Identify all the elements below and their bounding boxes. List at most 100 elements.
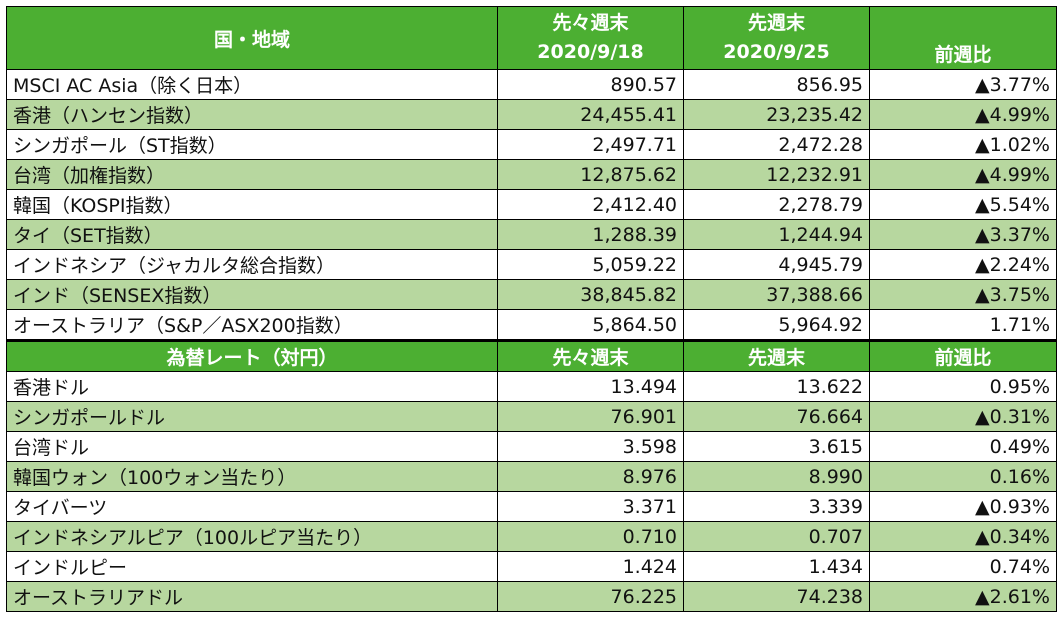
value-prev1: 0.707	[683, 521, 870, 552]
value-prev1: 1,244.94	[683, 219, 870, 250]
value-prev1: 76.664	[683, 401, 870, 432]
value-change: ▲5.54%	[869, 189, 1057, 220]
row-name: インドネシア（ジャカルタ総合指数）	[6, 249, 498, 280]
value-prev2: 2,412.40	[497, 189, 684, 220]
value-change: ▲0.34%	[869, 521, 1057, 552]
index-row: 台湾（加権指数） 12,875.62 12,232.91 ▲4.99%	[6, 159, 1057, 190]
header-change: 前週比	[869, 6, 1057, 70]
fx-row: 香港ドル 13.494 13.622 0.95%	[6, 371, 1057, 402]
value-prev1: 8.990	[683, 461, 870, 492]
index-row: MSCI AC Asia（除く日本） 890.57 856.95 ▲3.77%	[6, 69, 1057, 100]
row-name: インドネシアルピア（100ルピア当たり）	[6, 521, 498, 552]
value-change: 0.16%	[869, 461, 1057, 492]
row-name: MSCI AC Asia（除く日本）	[6, 69, 498, 100]
header-prev1: 先週末 2020/9/25	[683, 6, 870, 70]
value-prev1: 37,388.66	[683, 279, 870, 310]
value-change: ▲1.02%	[869, 129, 1057, 160]
fx-header-prev2: 先々週末	[497, 339, 684, 372]
value-prev2: 76.901	[497, 401, 684, 432]
value-prev1: 4,945.79	[683, 249, 870, 280]
value-prev2: 0.710	[497, 521, 684, 552]
value-prev1: 74.238	[683, 581, 870, 612]
value-change: ▲4.99%	[869, 159, 1057, 190]
index-row: タイ（SET指数） 1,288.39 1,244.94 ▲3.37%	[6, 219, 1057, 250]
value-prev2: 13.494	[497, 371, 684, 402]
value-change: ▲3.37%	[869, 219, 1057, 250]
row-name: シンガポールドル	[6, 401, 498, 432]
value-prev2: 1.424	[497, 551, 684, 582]
market-table-body: 国・地域 先々週末 2020/9/18 先週末 2020/9/25 前週比 MS…	[6, 6, 1057, 612]
header-region: 国・地域	[6, 6, 498, 70]
fx-header-row: 為替レート（対円） 先々週末 先週末 前週比	[6, 339, 1057, 372]
value-prev1: 3.615	[683, 431, 870, 462]
fx-row: 韓国ウォン（100ウォン当たり） 8.976 8.990 0.16%	[6, 461, 1057, 492]
value-change: ▲2.24%	[869, 249, 1057, 280]
row-name: 台湾（加権指数）	[6, 159, 498, 190]
value-change: ▲3.77%	[869, 69, 1057, 100]
row-name: シンガポール（ST指数）	[6, 129, 498, 160]
value-prev1: 2,472.28	[683, 129, 870, 160]
index-row: インド（SENSEX指数） 38,845.82 37,388.66 ▲3.75%	[6, 279, 1057, 310]
row-name: 台湾ドル	[6, 431, 498, 462]
value-change: 0.49%	[869, 431, 1057, 462]
fx-row: インドネシアルピア（100ルピア当たり） 0.710 0.707 ▲0.34%	[6, 521, 1057, 552]
value-change: ▲0.31%	[869, 401, 1057, 432]
value-prev1: 3.339	[683, 491, 870, 522]
index-header-row: 国・地域 先々週末 2020/9/18 先週末 2020/9/25 前週比	[6, 6, 1057, 70]
value-prev2: 38,845.82	[497, 279, 684, 310]
header-prev1-date: 2020/9/25	[723, 41, 830, 63]
value-prev1: 13.622	[683, 371, 870, 402]
fx-header-prev1: 先週末	[683, 339, 870, 372]
row-name: タイ（SET指数）	[6, 219, 498, 250]
value-change: 1.71%	[869, 309, 1057, 341]
header-prev1-label: 先週末	[747, 12, 805, 34]
value-prev1: 1.434	[683, 551, 870, 582]
fx-header-change: 前週比	[869, 339, 1057, 372]
fx-row: タイバーツ 3.371 3.339 ▲0.93%	[6, 491, 1057, 522]
value-prev1: 5,964.92	[683, 309, 870, 341]
header-prev2-date: 2020/9/18	[537, 41, 644, 63]
value-change: 0.95%	[869, 371, 1057, 402]
fx-header-region: 為替レート（対円）	[6, 339, 498, 372]
value-change: ▲2.61%	[869, 581, 1057, 612]
value-change: 0.74%	[869, 551, 1057, 582]
value-prev2: 1,288.39	[497, 219, 684, 250]
row-name: タイバーツ	[6, 491, 498, 522]
value-prev1: 856.95	[683, 69, 870, 100]
value-change: ▲0.93%	[869, 491, 1057, 522]
fx-row: 台湾ドル 3.598 3.615 0.49%	[6, 431, 1057, 462]
value-prev2: 76.225	[497, 581, 684, 612]
row-name: オーストラリア（S&P／ASX200指数）	[6, 309, 498, 341]
header-prev2-label: 先々週末	[552, 12, 629, 34]
row-name: インド（SENSEX指数）	[6, 279, 498, 310]
value-change: ▲3.75%	[869, 279, 1057, 310]
value-prev1: 23,235.42	[683, 99, 870, 130]
value-prev2: 890.57	[497, 69, 684, 100]
market-table: 国・地域 先々週末 2020/9/18 先週末 2020/9/25 前週比 MS…	[6, 6, 1057, 612]
value-prev2: 3.598	[497, 431, 684, 462]
value-prev2: 8.976	[497, 461, 684, 492]
index-row: 韓国（KOSPI指数） 2,412.40 2,278.79 ▲5.54%	[6, 189, 1057, 220]
row-name: 韓国ウォン（100ウォン当たり）	[6, 461, 498, 492]
fx-row: シンガポールドル 76.901 76.664 ▲0.31%	[6, 401, 1057, 432]
row-name: 香港（ハンセン指数）	[6, 99, 498, 130]
value-prev2: 5,059.22	[497, 249, 684, 280]
value-prev2: 24,455.41	[497, 99, 684, 130]
row-name: 韓国（KOSPI指数）	[6, 189, 498, 220]
index-row: オーストラリア（S&P／ASX200指数） 5,864.50 5,964.92 1.7…	[6, 309, 1057, 341]
value-prev2: 2,497.71	[497, 129, 684, 160]
value-prev2: 12,875.62	[497, 159, 684, 190]
row-name: オーストラリアドル	[6, 581, 498, 612]
value-prev1: 2,278.79	[683, 189, 870, 220]
index-row: シンガポール（ST指数） 2,497.71 2,472.28 ▲1.02%	[6, 129, 1057, 160]
row-name: インドルピー	[6, 551, 498, 582]
fx-row: インドルピー 1.424 1.434 0.74%	[6, 551, 1057, 582]
fx-row: オーストラリアドル 76.225 74.238 ▲2.61%	[6, 581, 1057, 612]
value-prev2: 3.371	[497, 491, 684, 522]
value-prev2: 5,864.50	[497, 309, 684, 341]
header-prev2: 先々週末 2020/9/18	[497, 6, 684, 70]
value-change: ▲4.99%	[869, 99, 1057, 130]
index-row: 香港（ハンセン指数） 24,455.41 23,235.42 ▲4.99%	[6, 99, 1057, 130]
row-name: 香港ドル	[6, 371, 498, 402]
index-row: インドネシア（ジャカルタ総合指数） 5,059.22 4,945.79 ▲2.24%	[6, 249, 1057, 280]
